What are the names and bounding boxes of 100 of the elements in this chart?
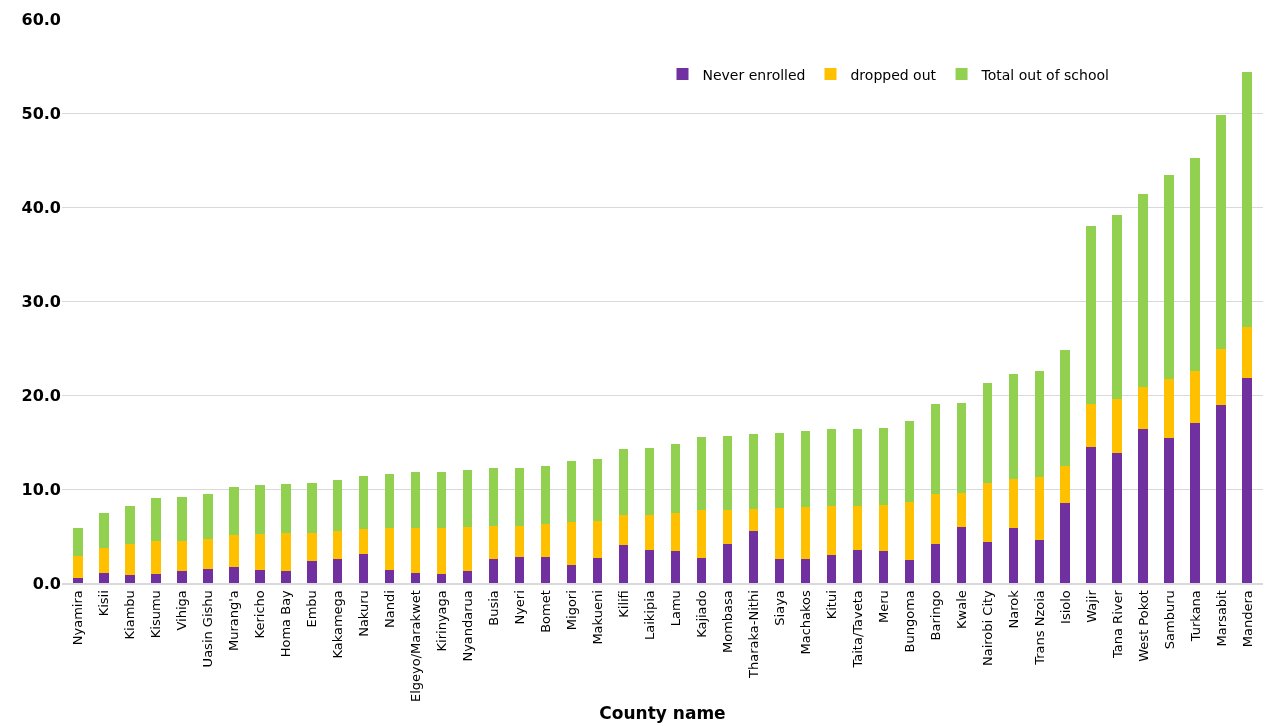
bar	[306, 561, 317, 583]
bar	[1034, 370, 1045, 477]
bar	[280, 484, 291, 534]
bar	[1008, 527, 1019, 583]
bar	[384, 569, 395, 583]
bar	[228, 535, 239, 568]
bar	[410, 527, 421, 573]
bar	[72, 578, 83, 583]
bar	[852, 505, 863, 551]
x-tick-label: Kakamega	[329, 590, 345, 659]
y-tick-label: 30.0	[21, 291, 61, 311]
bar	[644, 550, 655, 583]
bar	[722, 544, 733, 583]
bar	[306, 483, 317, 534]
bar	[1008, 374, 1019, 479]
bar	[488, 468, 499, 526]
bar	[228, 487, 239, 536]
bar	[826, 505, 837, 555]
bar	[800, 506, 811, 559]
y-tick-label: 40.0	[21, 197, 61, 217]
bar	[722, 436, 733, 510]
bar	[150, 498, 161, 541]
x-tick-label: Kisumu	[147, 590, 163, 639]
bar	[592, 520, 603, 558]
bar	[852, 428, 863, 506]
bar	[1242, 71, 1253, 328]
bar	[878, 427, 889, 505]
bar	[956, 526, 967, 583]
bar	[878, 504, 889, 552]
bar	[774, 432, 785, 508]
x-tick-label: Nyandarua	[459, 590, 475, 662]
x-tick-label: Kisii	[95, 590, 111, 617]
x-tick-label: West Pokot	[1135, 590, 1151, 662]
bar	[774, 558, 785, 583]
bar	[488, 558, 499, 583]
y-tick-label: 0.0	[32, 573, 61, 593]
x-tick-label: Samburu	[1161, 590, 1177, 650]
bar	[176, 540, 187, 571]
x-tick-label: Isiolo	[1057, 590, 1073, 624]
x-tick-label: Embu	[303, 590, 319, 628]
x-tick-label: Nyamira	[69, 590, 85, 646]
bar	[1138, 387, 1149, 429]
x-tick-label: Elgeyo/Marakwet	[407, 590, 423, 703]
bar	[358, 529, 369, 554]
x-tick-label: Bungoma	[901, 590, 917, 653]
legend-label: Total out of school	[980, 66, 1109, 83]
y-tick-label: 50.0	[21, 103, 61, 123]
bar	[566, 521, 577, 566]
bar	[1008, 478, 1019, 528]
x-tick-label: Turkana	[1187, 590, 1203, 643]
bar	[358, 553, 369, 583]
bar	[1216, 405, 1227, 583]
bar	[1216, 114, 1227, 349]
bar	[540, 556, 551, 583]
bar	[696, 557, 707, 583]
x-tick-label: Tana River	[1109, 589, 1125, 659]
bar	[930, 543, 941, 583]
x-tick-label: Taita/Taveta	[849, 590, 865, 669]
bar	[462, 526, 473, 571]
bar	[670, 551, 681, 583]
bar	[280, 570, 291, 583]
x-tick-label: Kericho	[251, 590, 267, 639]
bar	[826, 428, 837, 506]
bar	[124, 544, 135, 575]
bar	[540, 465, 551, 524]
bar	[982, 483, 993, 542]
bar	[332, 531, 343, 559]
bar	[1034, 476, 1045, 540]
x-tick-label: Busia	[485, 590, 501, 626]
x-tick-label: Migori	[563, 590, 579, 631]
bar	[1138, 428, 1149, 583]
x-tick-label: Nandi	[381, 590, 397, 628]
bar	[72, 528, 83, 556]
bar	[1164, 175, 1175, 380]
bar	[124, 505, 135, 545]
bar	[332, 558, 343, 583]
bar	[254, 534, 265, 570]
bar	[98, 572, 109, 583]
bar	[1164, 379, 1175, 439]
bar	[748, 531, 759, 583]
bar	[514, 468, 525, 526]
x-tick-label: Mombasa	[719, 590, 735, 653]
bar	[1060, 503, 1071, 583]
bar	[982, 382, 993, 484]
x-tick-label: Baringo	[927, 590, 943, 641]
x-tick-label: Laikipia	[641, 590, 657, 640]
bar	[202, 538, 213, 569]
bar	[982, 541, 993, 583]
x-tick-label: Narok	[1005, 589, 1021, 629]
bar	[566, 460, 577, 522]
x-tick-label: Vihiga	[173, 590, 189, 631]
x-tick-label: Uasin Gishu	[199, 590, 215, 668]
bar	[748, 434, 759, 509]
bar	[514, 525, 525, 557]
bar	[904, 421, 915, 503]
bar	[1190, 423, 1201, 583]
x-tick-label: Kiambu	[121, 590, 137, 640]
bar	[878, 551, 889, 583]
bar	[540, 523, 551, 557]
bar	[1112, 214, 1123, 399]
